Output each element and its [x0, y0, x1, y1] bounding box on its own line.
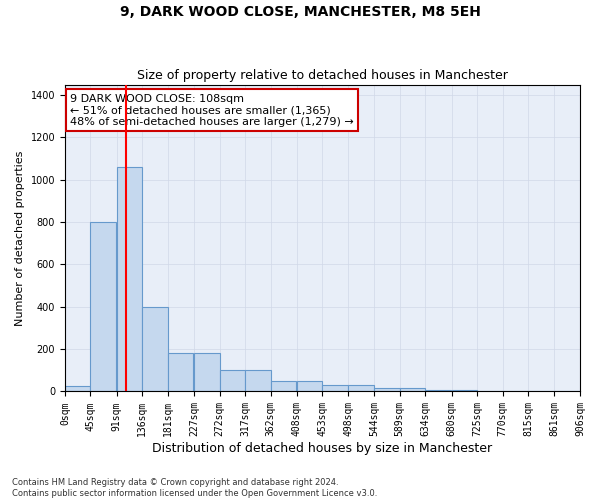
Bar — [322, 385, 348, 392]
Bar — [220, 370, 245, 392]
Bar — [297, 381, 322, 392]
Bar — [168, 354, 193, 392]
Text: Contains HM Land Registry data © Crown copyright and database right 2024.
Contai: Contains HM Land Registry data © Crown c… — [12, 478, 377, 498]
X-axis label: Distribution of detached houses by size in Manchester: Distribution of detached houses by size … — [152, 442, 493, 455]
Title: Size of property relative to detached houses in Manchester: Size of property relative to detached ho… — [137, 69, 508, 82]
Bar — [116, 167, 142, 392]
Bar — [374, 388, 400, 392]
Text: 9, DARK WOOD CLOSE, MANCHESTER, M8 5EH: 9, DARK WOOD CLOSE, MANCHESTER, M8 5EH — [119, 5, 481, 19]
Bar — [400, 388, 425, 392]
Y-axis label: Number of detached properties: Number of detached properties — [15, 150, 25, 326]
Bar — [142, 307, 168, 392]
Bar — [425, 390, 451, 392]
Bar — [65, 386, 91, 392]
Bar — [91, 222, 116, 392]
Bar — [348, 385, 374, 392]
Bar — [245, 370, 271, 392]
Bar — [452, 390, 477, 392]
Bar — [194, 354, 220, 392]
Bar — [271, 381, 296, 392]
Text: 9 DARK WOOD CLOSE: 108sqm
← 51% of detached houses are smaller (1,365)
48% of se: 9 DARK WOOD CLOSE: 108sqm ← 51% of detac… — [70, 94, 354, 127]
